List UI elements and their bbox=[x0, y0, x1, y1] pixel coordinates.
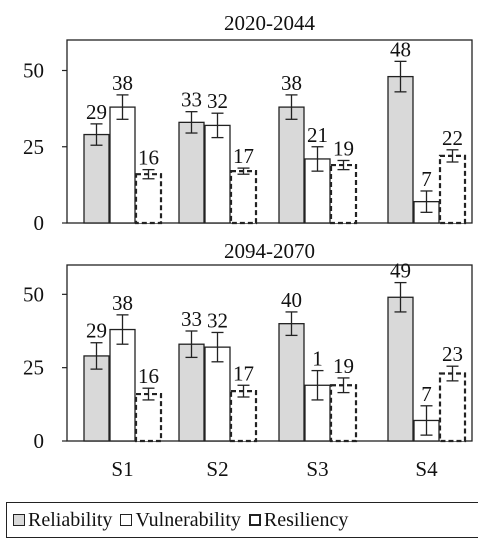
bar-reliability-s1 bbox=[83, 133, 110, 224]
bar-vulnerability-s1 bbox=[109, 328, 136, 442]
bar-reliability-s4 bbox=[387, 75, 414, 224]
y-tick-label: 50 bbox=[23, 59, 44, 83]
data-label-vulnerability-s4: 7 bbox=[421, 382, 432, 406]
data-label-vulnerability-s3: 21 bbox=[307, 123, 328, 147]
bar-vulnerability-s1 bbox=[109, 106, 136, 224]
data-label-resiliency-s4: 23 bbox=[442, 342, 463, 366]
bar-resiliency-s3 bbox=[329, 163, 358, 225]
data-label-resiliency-s2: 17 bbox=[233, 144, 254, 168]
data-label-reliability-s4: 49 bbox=[390, 259, 411, 283]
bar-reliability-s3 bbox=[278, 106, 305, 224]
data-label-resiliency-s3: 19 bbox=[333, 354, 354, 378]
bar-resiliency-s1 bbox=[134, 392, 163, 443]
data-label-resiliency-s1: 16 bbox=[138, 146, 159, 170]
x-tick-label-s2: S2 bbox=[206, 457, 228, 481]
y-tick-label: 25 bbox=[23, 135, 44, 159]
data-label-resiliency-s3: 19 bbox=[333, 136, 354, 160]
legend-item-reliability: Reliability bbox=[13, 509, 112, 532]
data-label-reliability-s4: 48 bbox=[390, 37, 411, 61]
bar-vulnerability-s2 bbox=[204, 124, 231, 224]
bar-reliability-s1 bbox=[83, 355, 110, 442]
data-label-vulnerability-s3: 1 bbox=[312, 347, 323, 371]
plot-frame bbox=[66, 264, 473, 442]
chart-title: 2020-2044 bbox=[224, 11, 315, 35]
data-label-resiliency-s1: 16 bbox=[138, 364, 159, 388]
data-label-reliability-s1: 29 bbox=[86, 100, 107, 124]
data-label-vulnerability-s2: 32 bbox=[207, 308, 228, 332]
bar-reliability-s2 bbox=[178, 121, 205, 224]
data-label-vulnerability-s2: 32 bbox=[207, 89, 228, 113]
legend-item-vulnerability: Vulnerability bbox=[120, 508, 241, 532]
chart-title: 2094-2070 bbox=[224, 239, 315, 263]
bar-resiliency-s4 bbox=[438, 372, 467, 443]
plot-frame bbox=[66, 39, 473, 224]
bar-resiliency-s4 bbox=[438, 154, 467, 225]
y-tick-label: 0 bbox=[34, 211, 45, 235]
y-tick-label: 0 bbox=[34, 429, 45, 453]
y-tick-label: 50 bbox=[23, 282, 44, 306]
bar-vulnerability-s2 bbox=[204, 346, 231, 442]
legend-item-resiliency: Resiliency bbox=[248, 508, 349, 532]
data-label-vulnerability-s1: 38 bbox=[112, 71, 133, 95]
x-tick-label-s4: S4 bbox=[415, 457, 438, 481]
x-tick-label-s1: S1 bbox=[111, 457, 133, 481]
bar-resiliency-s2 bbox=[229, 170, 258, 225]
data-label-resiliency-s2: 17 bbox=[233, 361, 254, 385]
x-tick-label-s3: S3 bbox=[306, 457, 328, 481]
bar-resiliency-s1 bbox=[134, 173, 163, 225]
bar-reliability-s3 bbox=[278, 323, 305, 442]
legend-label-resiliency: Resiliency bbox=[263, 508, 349, 531]
chart-legend: Reliability Vulnerability Resiliency bbox=[6, 502, 478, 538]
data-label-vulnerability-s4: 7 bbox=[421, 167, 432, 191]
legend-label-reliability: Reliability bbox=[28, 508, 113, 531]
data-label-reliability-s2: 33 bbox=[181, 88, 202, 112]
data-label-vulnerability-s1: 38 bbox=[112, 291, 133, 315]
bar-reliability-s4 bbox=[387, 296, 414, 442]
legend-swatch-reliability bbox=[13, 514, 25, 526]
data-label-resiliency-s4: 22 bbox=[442, 126, 463, 150]
legend-label-vulnerability: Vulnerability bbox=[135, 508, 241, 531]
data-label-reliability-s3: 38 bbox=[281, 71, 302, 95]
legend-swatch-resiliency bbox=[248, 514, 261, 526]
bar-resiliency-s3 bbox=[329, 384, 358, 443]
data-label-reliability-s2: 33 bbox=[181, 307, 202, 331]
data-label-reliability-s1: 29 bbox=[86, 319, 107, 343]
legend-swatch-vulnerability bbox=[120, 514, 133, 526]
bar-resiliency-s2 bbox=[229, 390, 258, 443]
y-tick-label: 25 bbox=[23, 356, 44, 380]
bar-reliability-s2 bbox=[178, 343, 205, 442]
data-label-reliability-s3: 40 bbox=[281, 288, 302, 312]
